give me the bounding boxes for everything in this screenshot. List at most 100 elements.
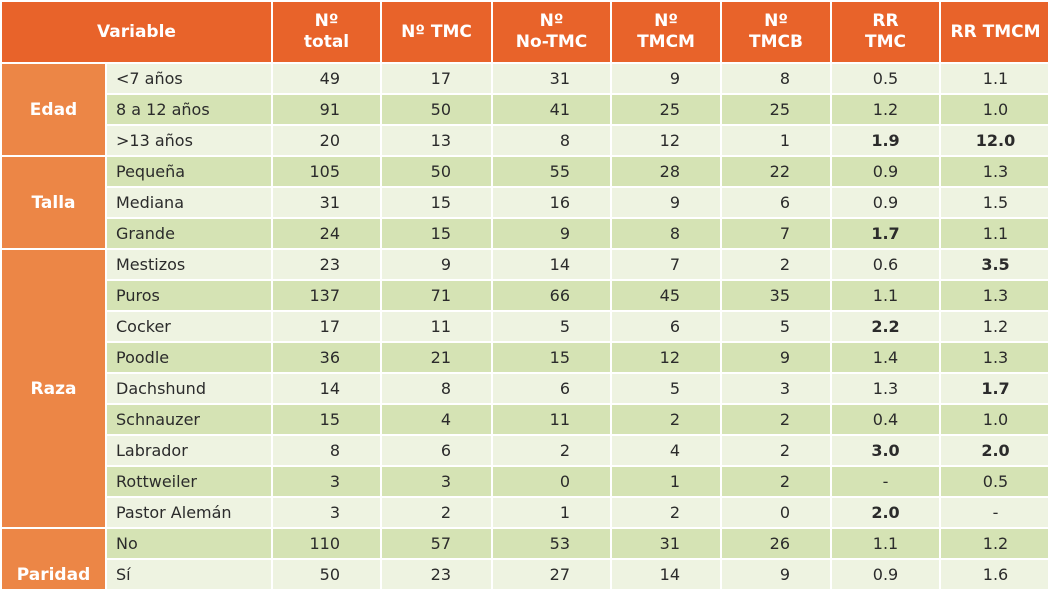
cell-tmc: 9	[382, 250, 492, 279]
header-no-tmc: Nº No-TMC	[493, 2, 611, 62]
header-tmcm: Nº TMCM	[612, 2, 721, 62]
cell-rr-tmcm: 1.2	[941, 312, 1048, 341]
cell-tmcm: 31	[612, 529, 721, 558]
cell-tmcm: 2	[612, 498, 721, 527]
row-label: Sí	[107, 560, 272, 589]
cell-tmcb: 2	[722, 436, 831, 465]
row-label: Rottweiler	[107, 467, 272, 496]
cell-total: 110	[273, 529, 381, 558]
cell-tmc: 50	[382, 157, 492, 186]
cell-total: 3	[273, 467, 381, 496]
header-tmc: Nº TMC	[382, 2, 492, 62]
cell-total: 50	[273, 560, 381, 589]
cell-tmcm: 25	[612, 95, 721, 124]
table-row: Sí 50 23 27 14 9 0.9 1.6	[2, 560, 1048, 589]
cell-no-tmc: 27	[493, 560, 611, 589]
table-row: Pastor Alemán 3 2 1 2 0 2.0 -	[2, 498, 1048, 527]
cell-rr-tmc: 1.9	[832, 126, 940, 155]
cell-rr-tmcm: 1.1	[941, 64, 1048, 93]
table-row: >13 años 20 13 8 12 1 1.9 12.0	[2, 126, 1048, 155]
cell-rr-tmc: 2.2	[832, 312, 940, 341]
cell-rr-tmcm: 1.0	[941, 95, 1048, 124]
cell-rr-tmc: 0.9	[832, 157, 940, 186]
header-rr-tmc: RR TMC	[832, 2, 940, 62]
cell-total: 14	[273, 374, 381, 403]
cell-rr-tmcm: 1.7	[941, 374, 1048, 403]
cell-tmcb: 9	[722, 343, 831, 372]
cell-rr-tmcm: 1.2	[941, 529, 1048, 558]
cell-no-tmc: 2	[493, 436, 611, 465]
cell-rr-tmc: 1.2	[832, 95, 940, 124]
row-label: Labrador	[107, 436, 272, 465]
cell-rr-tmc: 1.7	[832, 219, 940, 248]
cell-rr-tmc: 0.9	[832, 560, 940, 589]
cell-tmc: 15	[382, 219, 492, 248]
cell-no-tmc: 5	[493, 312, 611, 341]
row-label: Mestizos	[107, 250, 272, 279]
cell-tmc: 17	[382, 64, 492, 93]
header-tmcb: Nº TMCB	[722, 2, 831, 62]
cell-total: 91	[273, 95, 381, 124]
cell-no-tmc: 55	[493, 157, 611, 186]
cell-tmcm: 4	[612, 436, 721, 465]
row-label: Pastor Alemán	[107, 498, 272, 527]
group-label-raza: Raza	[2, 250, 105, 527]
row-label: >13 años	[107, 126, 272, 155]
cell-tmc: 8	[382, 374, 492, 403]
table-row: Dachshund 14 8 6 5 3 1.3 1.7	[2, 374, 1048, 403]
cell-tmcb: 25	[722, 95, 831, 124]
cell-tmcm: 5	[612, 374, 721, 403]
header-variable: Variable	[2, 2, 272, 62]
cell-rr-tmcm: 1.1	[941, 219, 1048, 248]
cell-tmcb: 26	[722, 529, 831, 558]
cell-total: 17	[273, 312, 381, 341]
cell-tmcb: 2	[722, 250, 831, 279]
cell-tmcm: 12	[612, 343, 721, 372]
row-label: <7 años	[107, 64, 272, 93]
cell-rr-tmcm: 2.0	[941, 436, 1048, 465]
row-label: 8 a 12 años	[107, 95, 272, 124]
cell-tmc: 23	[382, 560, 492, 589]
group-label-edad: Edad	[2, 64, 105, 155]
cell-no-tmc: 1	[493, 498, 611, 527]
table-row: Cocker 17 11 5 6 5 2.2 1.2	[2, 312, 1048, 341]
table-row: Poodle 36 21 15 12 9 1.4 1.3	[2, 343, 1048, 372]
table-row: 8 a 12 años 91 50 41 25 25 1.2 1.0	[2, 95, 1048, 124]
cell-rr-tmcm: 1.5	[941, 188, 1048, 217]
cell-tmc: 13	[382, 126, 492, 155]
table-row: Puros 137 71 66 45 35 1.1 1.3	[2, 281, 1048, 310]
cell-rr-tmc: 0.4	[832, 405, 940, 434]
cell-total: 23	[273, 250, 381, 279]
cell-rr-tmcm: 12.0	[941, 126, 1048, 155]
group-label-paridad: Paridad	[2, 529, 105, 589]
cell-tmc: 57	[382, 529, 492, 558]
cell-tmcm: 28	[612, 157, 721, 186]
cell-tmcm: 12	[612, 126, 721, 155]
cell-total: 3	[273, 498, 381, 527]
cell-rr-tmc: 0.6	[832, 250, 940, 279]
cell-total: 36	[273, 343, 381, 372]
cell-no-tmc: 16	[493, 188, 611, 217]
table-row: Edad <7 años 49 17 31 9 8 0.5 1.1	[2, 64, 1048, 155]
cell-rr-tmcm: -	[941, 498, 1048, 527]
cell-rr-tmcm: 3.5	[941, 250, 1048, 279]
cell-total: 8	[273, 436, 381, 465]
cell-no-tmc: 15	[493, 343, 611, 372]
cell-tmcm: 8	[612, 219, 721, 248]
row-label: Puros	[107, 281, 272, 310]
cell-tmc: 2	[382, 498, 492, 527]
cell-tmc: 50	[382, 95, 492, 124]
cell-tmcb: 22	[722, 157, 831, 186]
cell-rr-tmc: 1.4	[832, 343, 940, 372]
cell-tmcb: 9	[722, 560, 831, 589]
cell-total: 31	[273, 188, 381, 217]
cell-tmcm: 2	[612, 405, 721, 434]
cell-rr-tmcm: 0.5	[941, 467, 1048, 496]
cell-rr-tmc: 0.5	[832, 64, 940, 93]
cell-no-tmc: 9	[493, 219, 611, 248]
cell-tmcm: 6	[612, 312, 721, 341]
cell-no-tmc: 31	[493, 64, 611, 93]
cell-tmc: 3	[382, 467, 492, 496]
cell-tmcm: 1	[612, 467, 721, 496]
cell-no-tmc: 66	[493, 281, 611, 310]
